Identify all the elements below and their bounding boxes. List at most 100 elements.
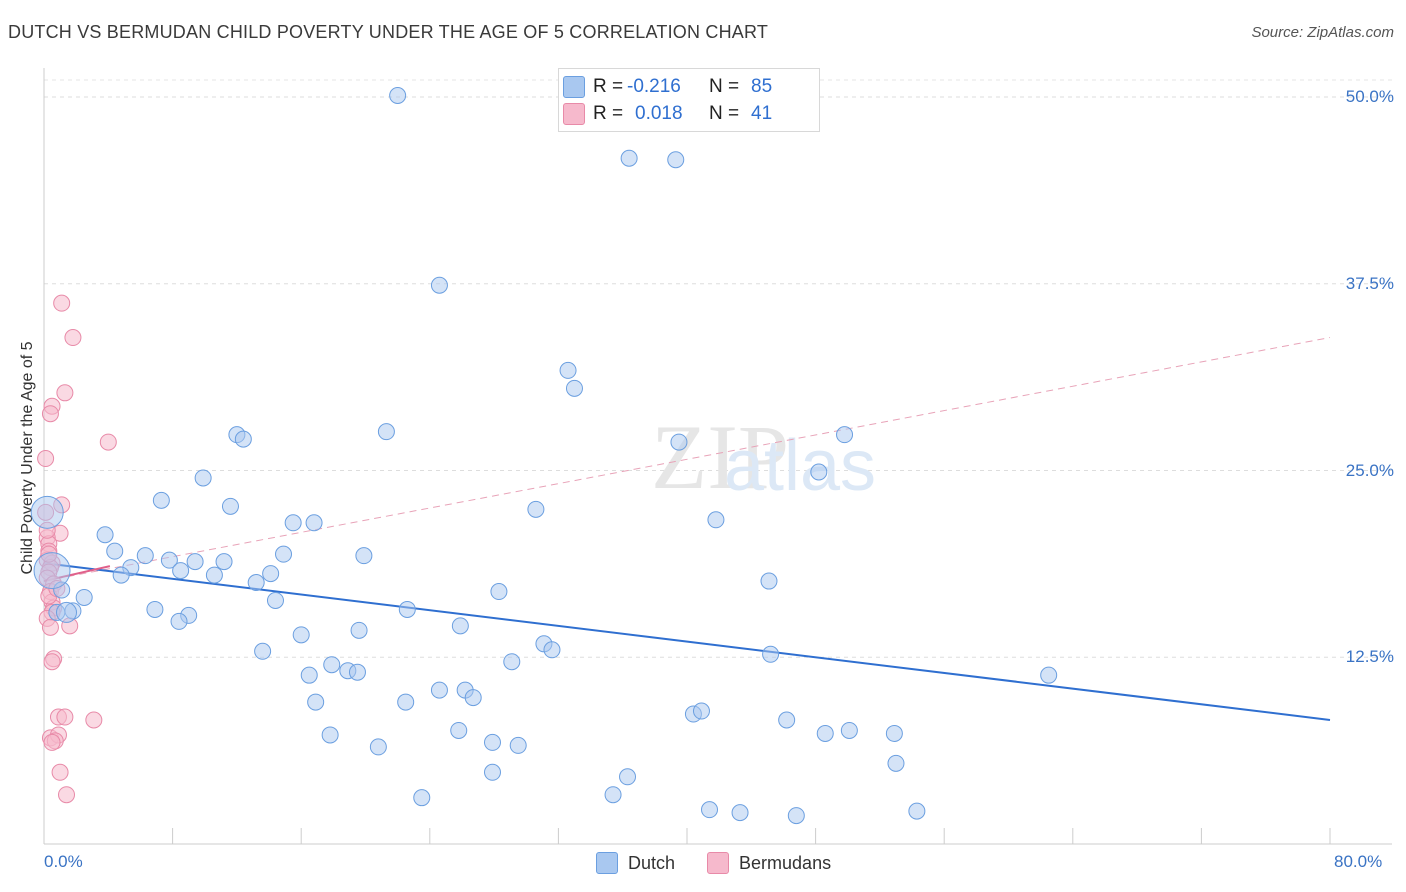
dutch-point bbox=[205, 566, 223, 584]
bermudans-swatch bbox=[707, 852, 730, 874]
bermudans-point bbox=[56, 384, 74, 402]
dutch-point bbox=[106, 542, 124, 560]
dutch-point bbox=[292, 626, 310, 644]
bermudans-point bbox=[41, 405, 59, 423]
legend-n-label: N = bbox=[709, 76, 740, 97]
bermudans-point bbox=[56, 708, 74, 726]
legend-n-value: 41 bbox=[751, 103, 773, 124]
dutch-point bbox=[464, 689, 482, 707]
dutch-point bbox=[300, 666, 318, 684]
bermudans-trend-extended bbox=[43, 337, 1331, 582]
dutch-point bbox=[170, 612, 188, 630]
watermark-zip: ZIP bbox=[651, 406, 789, 508]
dutch-point bbox=[398, 600, 416, 618]
dutch-point bbox=[816, 724, 834, 742]
dutch-point bbox=[146, 600, 164, 618]
bermudans-point bbox=[43, 733, 61, 751]
dutch-point bbox=[160, 551, 178, 569]
dutch-point bbox=[731, 804, 749, 822]
bermudans-label: Bermudans bbox=[739, 852, 832, 873]
legend-n-label: N = bbox=[709, 103, 740, 124]
bermudans-point bbox=[51, 763, 69, 781]
dutch-point bbox=[56, 601, 78, 623]
dutch-point bbox=[413, 789, 431, 807]
dutch-point bbox=[247, 574, 265, 592]
x-tick-min: 0.0% bbox=[44, 852, 83, 871]
dutch-point bbox=[604, 786, 622, 804]
dutch-point bbox=[305, 514, 323, 532]
legend-item-bermudans: Bermudans bbox=[707, 852, 831, 874]
x-tick-max: 80.0% bbox=[1334, 852, 1383, 871]
dutch-point bbox=[885, 724, 903, 742]
dutch-point bbox=[707, 511, 725, 529]
legend-r-value: 0.018 bbox=[635, 103, 683, 124]
dutch-point bbox=[234, 430, 252, 448]
dutch-point bbox=[670, 433, 688, 451]
dutch-point bbox=[377, 423, 395, 441]
dutch-point bbox=[620, 149, 638, 167]
dutch-point bbox=[275, 545, 293, 563]
dutch-trendline bbox=[43, 562, 1331, 721]
legend-r-label: R = bbox=[593, 76, 624, 97]
dutch-point bbox=[262, 565, 280, 583]
dutch-point bbox=[810, 463, 828, 481]
dutch-point bbox=[565, 379, 583, 397]
bermudans-point bbox=[37, 450, 55, 468]
y-tick-label: 12.5% bbox=[1345, 647, 1394, 667]
bermudans-point bbox=[58, 786, 76, 804]
legend-item-dutch: Dutch bbox=[596, 852, 675, 874]
dutch-point bbox=[221, 497, 239, 515]
dutch-point bbox=[450, 721, 468, 739]
dutch-point bbox=[30, 495, 64, 529]
dutch-point bbox=[787, 807, 805, 825]
dutch-point bbox=[350, 621, 368, 639]
dutch-point bbox=[543, 641, 561, 659]
dutch-point bbox=[186, 553, 204, 571]
dutch-point bbox=[760, 572, 778, 590]
bermudans-point bbox=[43, 653, 61, 671]
dutch-point bbox=[266, 591, 284, 609]
dutch-point bbox=[172, 562, 190, 580]
dutch-point bbox=[1040, 666, 1058, 684]
dutch-point bbox=[430, 276, 448, 294]
bermudans-points bbox=[37, 294, 117, 804]
dutch-point bbox=[908, 802, 926, 820]
dutch-point bbox=[254, 642, 272, 660]
dutch-point bbox=[96, 526, 114, 544]
dutch-point bbox=[559, 361, 577, 379]
legend-r-label: R = bbox=[593, 103, 624, 124]
dutch-point bbox=[527, 500, 545, 518]
dutch-point bbox=[112, 566, 130, 584]
bermudans-point bbox=[41, 618, 59, 636]
dutch-point bbox=[284, 514, 302, 532]
legend-row-bermudans: R = 0.018 N = 41 bbox=[563, 102, 773, 126]
trendlines bbox=[43, 337, 1331, 721]
series-legend: Dutch Bermudans bbox=[596, 852, 863, 874]
source-label: Source: ZipAtlas.com bbox=[1251, 24, 1394, 41]
legend-r-value: -0.216 bbox=[627, 76, 681, 97]
bermudans-point bbox=[64, 329, 82, 347]
dutch-point bbox=[692, 702, 710, 720]
dutch-point bbox=[348, 663, 366, 681]
bermudans-point bbox=[85, 711, 103, 729]
dutch-point bbox=[307, 693, 325, 711]
dutch-point bbox=[701, 801, 719, 819]
dutch-point bbox=[503, 653, 521, 671]
dutch-point bbox=[483, 763, 501, 781]
dutch-point bbox=[667, 151, 685, 169]
dutch-point bbox=[194, 469, 212, 487]
dutch-point bbox=[778, 711, 796, 729]
dutch-points bbox=[30, 87, 1058, 825]
legend-n-value: 85 bbox=[751, 76, 773, 97]
dutch-point bbox=[619, 768, 637, 786]
dutch-swatch bbox=[596, 852, 618, 874]
bermudans-point bbox=[53, 294, 71, 312]
legend-swatch-bermudans bbox=[563, 103, 585, 125]
dutch-point bbox=[215, 553, 233, 571]
dutch-point bbox=[887, 754, 905, 772]
dutch-point bbox=[389, 87, 407, 105]
chart-title: DUTCH VS BERMUDAN CHILD POVERTY UNDER TH… bbox=[8, 22, 769, 42]
dutch-point bbox=[836, 426, 854, 444]
dutch-point bbox=[33, 552, 71, 590]
